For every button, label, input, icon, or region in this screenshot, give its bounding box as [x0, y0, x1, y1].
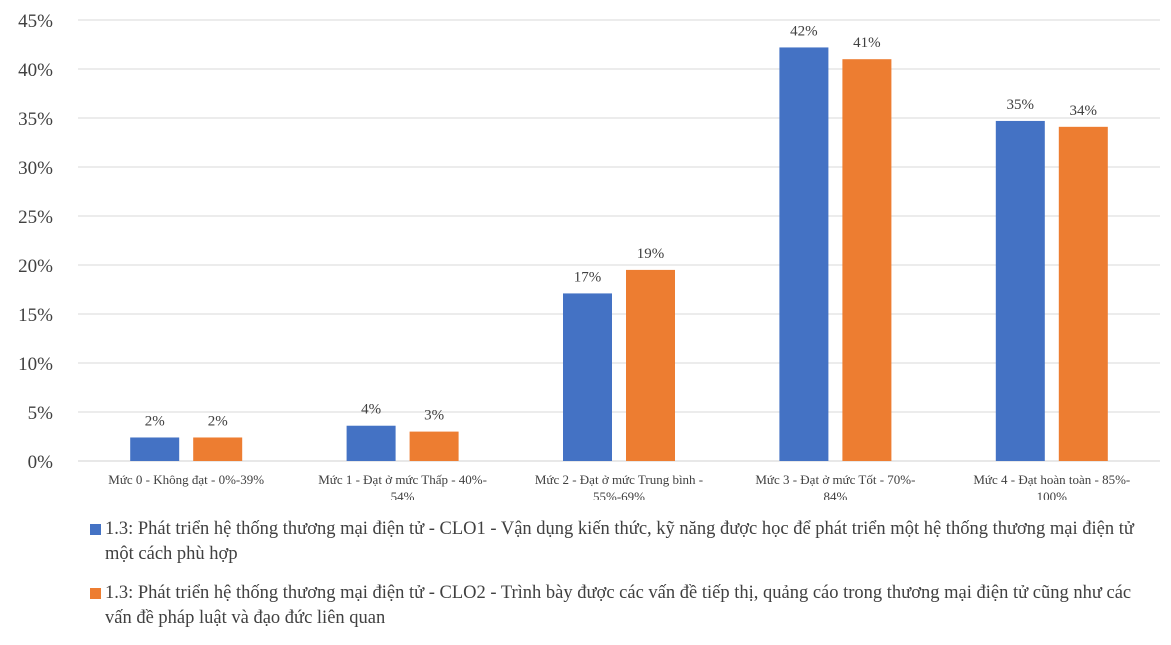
bar-series2-cat2	[626, 269, 675, 461]
data-label: 41%	[853, 35, 881, 51]
data-label: 3%	[424, 408, 444, 424]
bar-series2-cat0	[193, 437, 243, 461]
x-tick-label: 100%	[1037, 489, 1068, 500]
data-label: 17%	[574, 269, 602, 285]
data-label: 35%	[1007, 97, 1035, 113]
data-label: 2%	[208, 413, 228, 429]
y-tick-label: 10%	[18, 354, 53, 375]
y-tick-label: 15%	[18, 305, 53, 326]
data-label: 4%	[361, 402, 381, 418]
y-tick-label: 30%	[18, 158, 53, 179]
legend-item-clo1: 1.3: Phát triển hệ thống thương mại điện…	[90, 517, 1150, 567]
bar-series1-cat0	[130, 437, 180, 461]
x-tick-label: Mức 2 - Đạt ở mức Trung bình -	[535, 472, 703, 487]
x-tick-label: Mức 3 - Đạt ở mức Tốt - 70%-	[755, 472, 915, 487]
legend-label-clo2: 1.3: Phát triển hệ thống thương mại điện…	[105, 583, 1132, 628]
y-tick-label: 35%	[18, 109, 53, 130]
bar-series1-cat3	[779, 47, 829, 461]
legend: 1.3: Phát triển hệ thống thương mại điện…	[90, 517, 1150, 645]
bar-series1-cat2	[563, 293, 612, 461]
data-label: 42%	[790, 23, 818, 39]
bar-series2-cat1	[409, 431, 459, 461]
bar-series1-cat1	[346, 425, 396, 461]
bar-chart: 0% 5% 10% 15% 20% 25% 30% 35% 40% 45% 2% 2% Mức 0 - …	[18, 11, 1160, 500]
legend-swatch-clo2	[90, 588, 101, 599]
y-tick-label: 45%	[18, 11, 53, 32]
y-tick-label: 0%	[28, 452, 54, 473]
y-tick-label: 20%	[18, 256, 53, 277]
data-label: 19%	[637, 246, 665, 262]
legend-item-clo2: 1.3: Phát triển hệ thống thương mại điện…	[90, 581, 1150, 631]
data-label: 34%	[1070, 103, 1098, 119]
y-tick-label: 40%	[18, 60, 53, 81]
data-label: 2%	[145, 413, 165, 429]
x-tick-label: Mức 1 - Đạt ở mức Thấp - 40%-	[318, 472, 487, 487]
bar-series1-cat4	[995, 120, 1045, 461]
bar-series2-cat4	[1058, 126, 1108, 461]
legend-label-clo1: 1.3: Phát triển hệ thống thương mại điện…	[105, 519, 1134, 564]
x-tick-label: Mức 4 - Đạt hoàn toàn - 85%-	[973, 472, 1130, 487]
x-tick-label: Mức 0 - Không đạt - 0%-39%	[108, 472, 264, 487]
bar-series2-cat3	[842, 59, 892, 461]
x-tick-label: 54%	[391, 489, 415, 500]
x-tick-label: 55%-69%	[593, 489, 645, 500]
y-tick-label: 25%	[18, 207, 53, 228]
x-tick-label: 84%	[823, 489, 847, 500]
legend-swatch-clo1	[90, 524, 101, 535]
y-tick-label: 5%	[28, 403, 54, 424]
